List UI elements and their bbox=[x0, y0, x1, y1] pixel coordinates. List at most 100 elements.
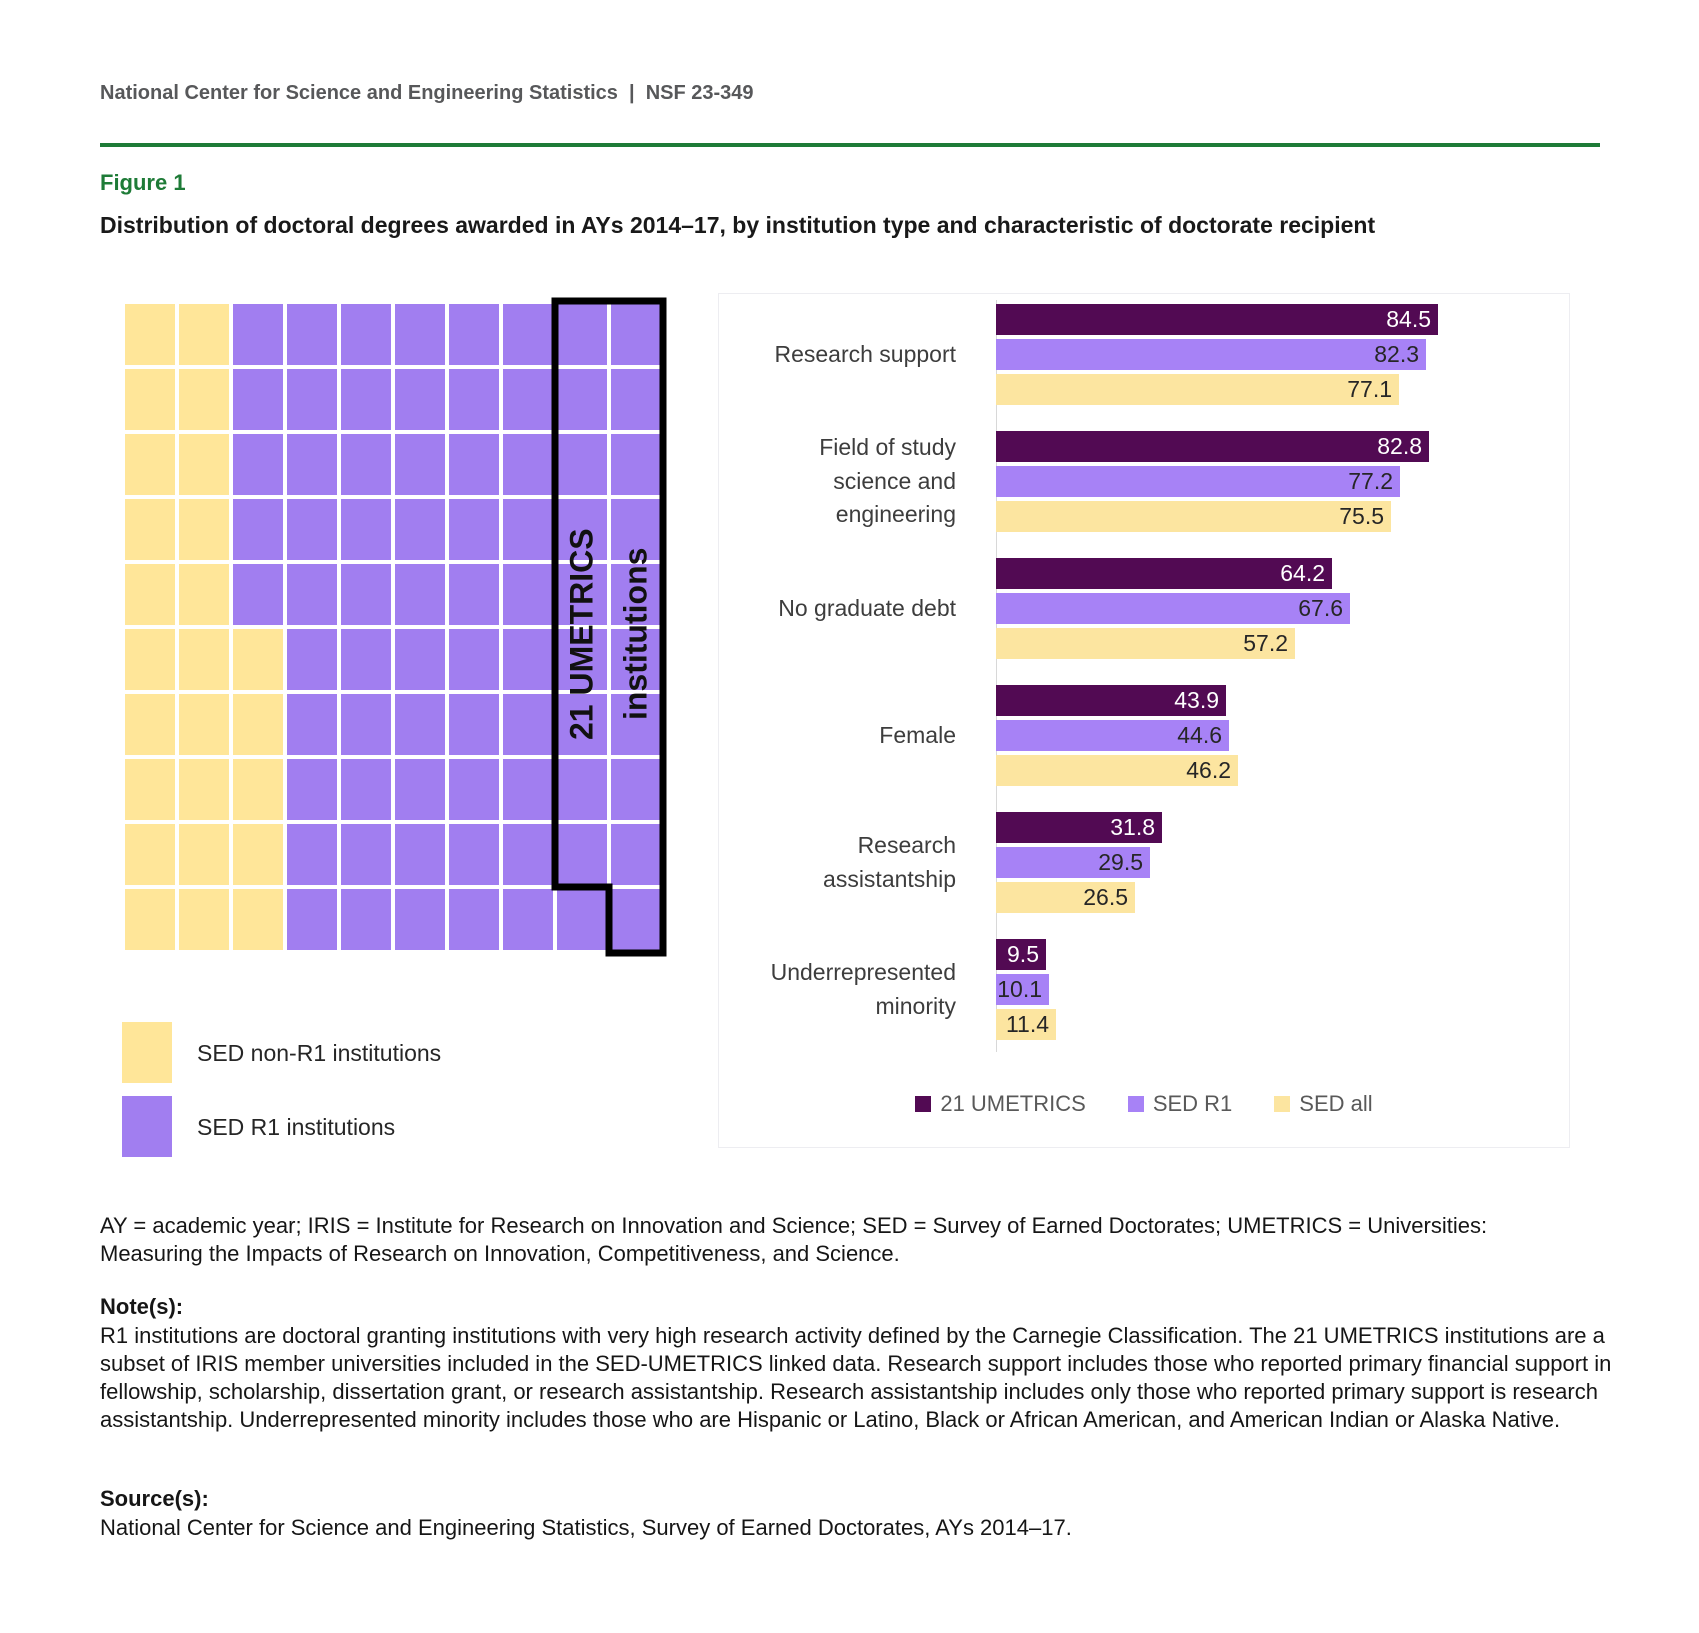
waffle-cell-non-r1 bbox=[125, 369, 175, 430]
bar-21-umetrics: 43.9 bbox=[996, 685, 1226, 716]
waffle-cell-non-r1 bbox=[125, 759, 175, 820]
bar-value-label: 82.8 bbox=[1377, 433, 1422, 459]
waffle-cell-r1 bbox=[287, 759, 337, 820]
waffle-cell-r1 bbox=[287, 304, 337, 365]
bar-value-label: 75.5 bbox=[1339, 503, 1384, 529]
waffle-cell-r1 bbox=[395, 304, 445, 365]
bar-sed-all: 57.2 bbox=[996, 628, 1295, 659]
waffle-cell-r1 bbox=[449, 629, 499, 690]
bar-sed-r1: 82.3 bbox=[996, 339, 1426, 370]
bar-value-label: 10.1 bbox=[997, 976, 1042, 1002]
waffle-cell-r1 bbox=[395, 564, 445, 625]
waffle-cell-r1 bbox=[449, 759, 499, 820]
bar-value-label: 64.2 bbox=[1280, 560, 1325, 586]
waffle-cell-r1 bbox=[503, 889, 553, 950]
bar-21-umetrics: 84.5 bbox=[996, 304, 1438, 335]
waffle-cell-non-r1 bbox=[125, 564, 175, 625]
waffle-cell-r1 bbox=[233, 434, 283, 495]
waffle-cell-non-r1 bbox=[125, 434, 175, 495]
waffle-cell-non-r1 bbox=[179, 434, 229, 495]
waffle-cell-r1 bbox=[287, 694, 337, 755]
waffle-cell-non-r1 bbox=[179, 889, 229, 950]
bar-value-label: 46.2 bbox=[1186, 757, 1231, 783]
legend-swatch-non-r1 bbox=[122, 1022, 172, 1083]
figure-number: Figure 1 bbox=[100, 170, 186, 195]
legend-swatch-sed-all bbox=[1274, 1096, 1291, 1112]
waffle-cell-r1 bbox=[341, 499, 391, 560]
legend-label-sed-r1: SED R1 bbox=[1152, 1091, 1233, 1116]
waffle-cell-r1 bbox=[449, 564, 499, 625]
waffle-cell-r1 bbox=[557, 369, 607, 430]
bar-sed-r1: 10.1 bbox=[996, 974, 1049, 1005]
waffle-cell-r1 bbox=[341, 434, 391, 495]
waffle-cell-r1 bbox=[557, 304, 607, 365]
legend-label-sed-all: SED all bbox=[1299, 1091, 1373, 1116]
waffle-cell-non-r1 bbox=[179, 629, 229, 690]
bar-category-label: Female bbox=[879, 721, 956, 748]
waffle-cell-non-r1 bbox=[233, 889, 283, 950]
bar-sed-all: 46.2 bbox=[996, 755, 1238, 786]
bar-value-label: 29.5 bbox=[1098, 849, 1143, 875]
waffle-cell-r1 bbox=[503, 499, 553, 560]
bar-value-label: 77.2 bbox=[1348, 468, 1393, 494]
legend-item-sed-all: SED all bbox=[1274, 1091, 1373, 1117]
bar-21-umetrics: 31.8 bbox=[996, 812, 1162, 843]
waffle-cell-r1 bbox=[233, 499, 283, 560]
waffle-cell-non-r1 bbox=[233, 694, 283, 755]
bar-value-label: 31.8 bbox=[1110, 814, 1155, 840]
waffle-cell-non-r1 bbox=[179, 499, 229, 560]
source-heading: Source(s): bbox=[100, 1486, 209, 1511]
waffle-cell-r1 bbox=[341, 304, 391, 365]
waffle-cell-r1 bbox=[503, 694, 553, 755]
figure-title: Distribution of doctoral degrees awarded… bbox=[100, 212, 1376, 238]
waffle-cell-r1 bbox=[341, 564, 391, 625]
waffle-cell-r1 bbox=[395, 499, 445, 560]
waffle-cell-r1 bbox=[449, 499, 499, 560]
waffle-cell-non-r1 bbox=[125, 824, 175, 885]
bar-value-label: 9.5 bbox=[1007, 941, 1039, 967]
waffle-cell-r1 bbox=[503, 304, 553, 365]
waffle-cell-r1 bbox=[341, 824, 391, 885]
waffle-cell-non-r1 bbox=[125, 499, 175, 560]
waffle-cell-r1 bbox=[611, 369, 661, 430]
bar-chart-legend: 21 UMETRICS SED R1 SED all bbox=[719, 1089, 1569, 1119]
waffle-cell-r1 bbox=[395, 434, 445, 495]
bar-value-label: 43.9 bbox=[1174, 687, 1219, 713]
bar-value-label: 44.6 bbox=[1177, 722, 1222, 748]
umetrics-label-line2: institutions bbox=[617, 547, 654, 721]
bar-chart-panel: Research support 84.5 82.3 77.1 Field of stu… bbox=[718, 293, 1570, 1148]
waffle-cell-r1 bbox=[341, 369, 391, 430]
bar-value-label: 77.1 bbox=[1347, 376, 1392, 402]
waffle-cell-r1 bbox=[449, 304, 499, 365]
waffle-cell-non-r1 bbox=[179, 824, 229, 885]
waffle-cell-r1 bbox=[503, 434, 553, 495]
waffle-cell-r1 bbox=[233, 369, 283, 430]
waffle-cell-r1 bbox=[287, 564, 337, 625]
bar-category-label: Research support bbox=[774, 340, 956, 367]
waffle-cell-r1 bbox=[395, 629, 445, 690]
legend-swatch-21-umetrics bbox=[915, 1096, 932, 1112]
waffle-cell-r1 bbox=[341, 759, 391, 820]
waffle-cell-r1 bbox=[287, 824, 337, 885]
notes-heading: Note(s): bbox=[100, 1294, 184, 1319]
legend-label-r1: SED R1 institutions bbox=[197, 1114, 396, 1140]
source-text: National Center for Science and Engineer… bbox=[100, 1515, 1072, 1540]
legend-label-non-r1: SED non-R1 institutions bbox=[197, 1040, 442, 1066]
waffle-cell-r1 bbox=[503, 759, 553, 820]
waffle-cell-r1 bbox=[287, 369, 337, 430]
bar-21-umetrics: 9.5 bbox=[996, 939, 1046, 970]
bar-category-label: Research assistantship bbox=[823, 832, 956, 892]
waffle-cell-r1 bbox=[395, 369, 445, 430]
waffle-cell-r1 bbox=[287, 629, 337, 690]
waffle-cell-r1 bbox=[395, 889, 445, 950]
bar-sed-r1: 44.6 bbox=[996, 720, 1229, 751]
waffle-cell-r1 bbox=[287, 434, 337, 495]
green-divider-rule bbox=[100, 143, 1600, 147]
waffle-cell-r1 bbox=[341, 889, 391, 950]
bar-chart-baseline-axis bbox=[996, 300, 997, 1052]
bar-category-label: Underrepresented minority bbox=[770, 959, 956, 1019]
waffle-cell-non-r1 bbox=[179, 304, 229, 365]
bar-sed-all: 26.5 bbox=[996, 882, 1135, 913]
waffle-cell-r1 bbox=[503, 369, 553, 430]
waffle-cell-non-r1 bbox=[125, 629, 175, 690]
